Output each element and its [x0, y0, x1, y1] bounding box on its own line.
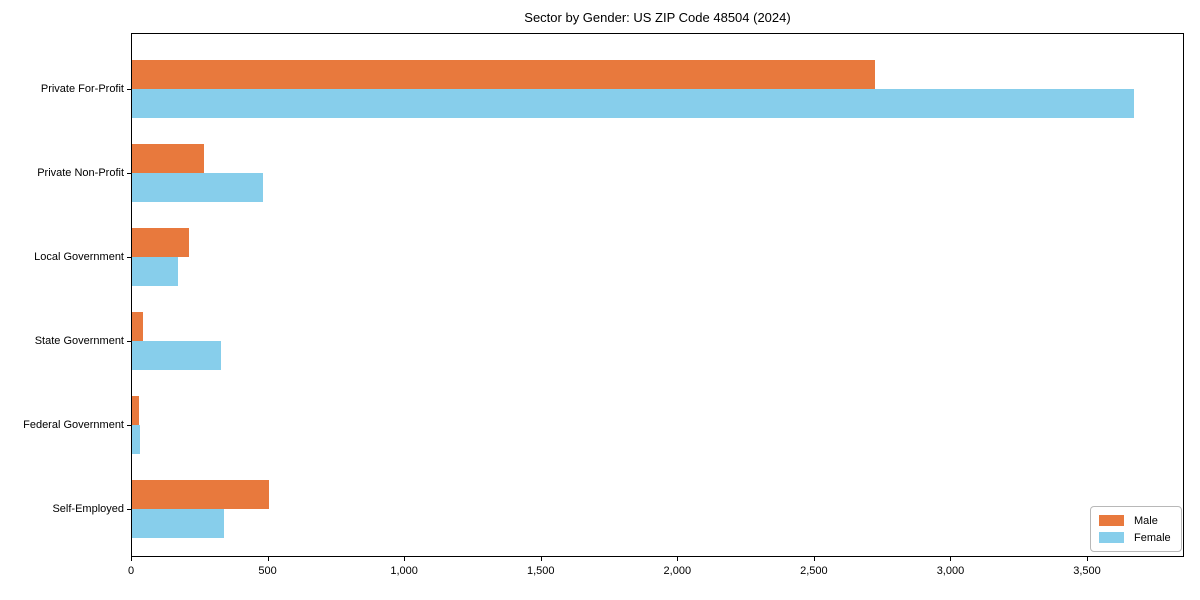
- y-category-label-federal-government: Federal Government: [23, 419, 124, 431]
- y-tick-mark: [127, 173, 131, 174]
- legend-label-male: Male: [1134, 514, 1158, 527]
- bar-male-private-for-profit: [132, 60, 875, 89]
- bar-male-private-non-profit: [132, 144, 204, 173]
- chart-title: Sector by Gender: US ZIP Code 48504 (202…: [524, 10, 791, 25]
- legend-item-male: Male: [1099, 515, 1173, 527]
- x-tick-label: 2,500: [800, 565, 828, 577]
- x-tick-label: 3,500: [1073, 565, 1101, 577]
- y-category-label-private-for-profit: Private For-Profit: [40, 83, 124, 95]
- x-tick-label: 1,000: [390, 565, 418, 577]
- bar-female-private-non-profit: [132, 173, 263, 202]
- x-tick-label: 3,000: [936, 565, 965, 577]
- x-tick-mark: [540, 557, 542, 561]
- female-swatch-icon: [1099, 532, 1124, 543]
- plot-area: [131, 33, 1184, 557]
- legend-item-female: Female: [1099, 532, 1173, 544]
- x-tick-label: 2,000: [663, 565, 692, 577]
- y-tick-mark: [127, 257, 131, 258]
- y-tick-mark: [127, 509, 131, 510]
- bar-male-federal-government: [132, 396, 139, 425]
- x-tick-label: 500: [258, 565, 277, 577]
- y-category-label-state-government: State Government: [34, 335, 124, 347]
- x-tick-label: 0: [127, 565, 135, 577]
- x-tick-mark: [1087, 557, 1089, 561]
- bar-female-state-government: [132, 341, 221, 370]
- x-tick-mark: [131, 557, 132, 561]
- y-tick-mark: [127, 425, 131, 426]
- x-tick-mark: [267, 557, 269, 561]
- bar-female-self-employed: [132, 509, 224, 538]
- x-tick-mark: [404, 557, 406, 561]
- y-tick-mark: [127, 89, 131, 90]
- bar-female-federal-government: [132, 425, 140, 454]
- y-tick-mark: [127, 341, 131, 342]
- bar-female-local-government: [132, 257, 178, 286]
- bar-female-private-for-profit: [132, 89, 1134, 118]
- x-tick-mark: [813, 557, 815, 561]
- y-category-label-self-employed: Self-Employed: [52, 503, 124, 515]
- bar-male-local-government: [132, 228, 189, 257]
- x-tick-mark: [950, 557, 952, 561]
- bar-male-state-government: [132, 312, 143, 341]
- y-category-label-local-government: Local Government: [34, 251, 124, 263]
- legend-label-female: Female: [1134, 531, 1171, 544]
- male-swatch-icon: [1099, 515, 1124, 526]
- x-tick-label: 1,500: [526, 565, 555, 577]
- y-category-label-private-non-profit: Private Non-Profit: [37, 167, 124, 179]
- x-tick-mark: [677, 557, 679, 561]
- legend: Male Female: [1090, 506, 1182, 552]
- bar-male-self-employed: [132, 480, 269, 509]
